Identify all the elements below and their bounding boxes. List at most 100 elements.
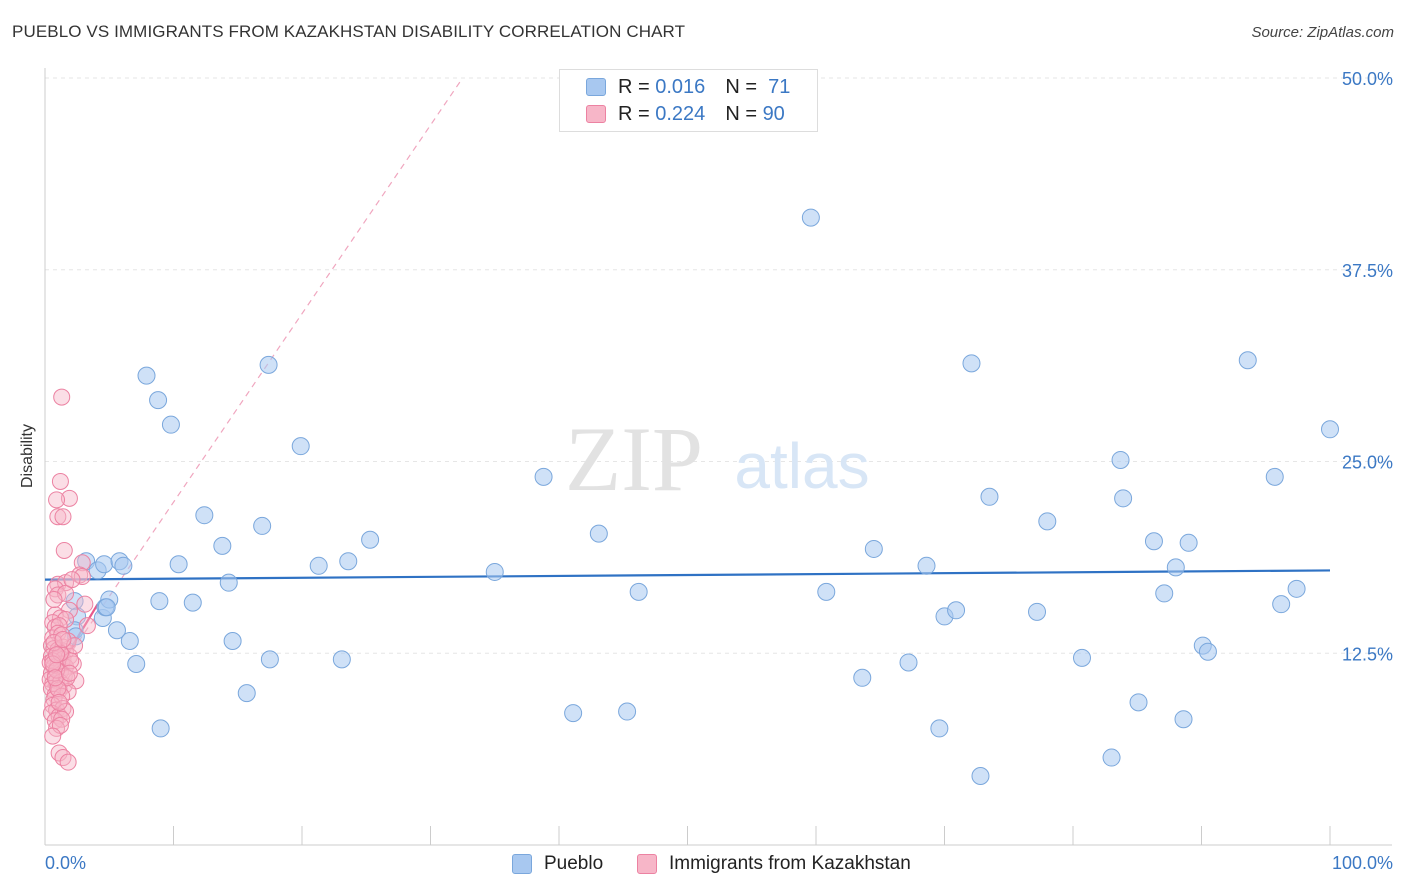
tick-labels: 12.5% 25.0% 37.5% 50.0% 0.0% 100.0%: [45, 69, 1393, 873]
point-pueblo: [195, 506, 214, 525]
point-pueblo: [161, 415, 180, 434]
point-pueblo: [930, 719, 949, 738]
point-pueblo: [149, 391, 168, 410]
point-kazakhstan: [51, 472, 69, 490]
point-pueblo: [485, 562, 504, 581]
point-kazakhstan: [54, 630, 72, 648]
point-pueblo: [962, 354, 981, 373]
point-kazakhstan: [73, 568, 91, 586]
series-kazakhstan-points: [41, 388, 96, 771]
point-pueblo: [980, 487, 999, 506]
point-pueblo: [253, 516, 272, 535]
x-tick-label: 0.0%: [45, 853, 86, 873]
point-pueblo: [1129, 693, 1148, 712]
bottom-legend-kazakhstan: Immigrants from Kazakhstan: [637, 852, 911, 876]
point-pueblo: [237, 684, 256, 703]
point-pueblo: [1174, 710, 1193, 729]
bottom-legend-label-pueblo: Pueblo: [544, 853, 604, 874]
point-pueblo: [1265, 467, 1284, 486]
point-pueblo: [1155, 584, 1174, 603]
legend-r-value-kazakhstan: 0.224: [655, 102, 706, 125]
point-pueblo: [917, 556, 936, 575]
point-pueblo: [1238, 351, 1257, 370]
point-pueblo: [1272, 595, 1291, 614]
point-pueblo: [97, 598, 116, 617]
point-kazakhstan: [44, 727, 62, 745]
point-pueblo: [127, 654, 146, 673]
point-pueblo: [1321, 420, 1339, 439]
bottom-legend-swatch-kazakhstan: [637, 854, 657, 874]
y-tick-label: 12.5%: [1342, 644, 1393, 664]
point-kazakhstan: [48, 491, 66, 509]
point-kazakhstan: [78, 617, 96, 635]
point-kazakhstan: [48, 646, 66, 664]
legend-n-value-pueblo: 71: [768, 75, 791, 98]
x-tick-label: 100.0%: [1332, 853, 1393, 873]
point-kazakhstan: [59, 753, 77, 771]
point-pueblo: [1028, 602, 1047, 621]
point-pueblo: [1166, 558, 1185, 577]
bottom-legend-label-kazakhstan: Immigrants from Kazakhstan: [669, 853, 911, 874]
point-pueblo: [260, 650, 279, 669]
point-pueblo: [971, 766, 990, 785]
grid-lines: [45, 77, 1392, 654]
legend-n-label: N =: [725, 102, 757, 125]
point-pueblo: [1114, 489, 1133, 508]
point-pueblo: [801, 208, 820, 227]
point-kazakhstan: [63, 571, 81, 589]
point-kazakhstan: [64, 655, 82, 673]
point-pueblo: [853, 668, 872, 687]
point-kazakhstan: [49, 508, 67, 526]
trend-lines: [44, 77, 1331, 688]
point-kazakhstan: [49, 680, 67, 698]
legend-n-value-kazakhstan: 90: [762, 102, 785, 125]
legend-swatch-pueblo: [586, 78, 606, 96]
axes: [44, 68, 1392, 846]
trend-line-kazakhstan-extended: [47, 77, 464, 688]
point-pueblo: [899, 653, 918, 672]
watermark: ZIP atlas: [565, 408, 870, 510]
legend-n-label: N =: [725, 75, 757, 98]
bottom-legend-pueblo: Pueblo: [512, 852, 603, 876]
point-pueblo: [1102, 748, 1121, 767]
point-pueblo: [1072, 648, 1091, 667]
point-pueblo: [120, 631, 139, 650]
legend-r-label: R =: [618, 75, 650, 98]
legend-row-pueblo: R = 0.016 N = 71: [586, 75, 790, 99]
source-note: Source: ZipAtlas.com: [1251, 24, 1394, 41]
point-pueblo: [629, 582, 648, 601]
point-pueblo: [66, 627, 85, 646]
legend-swatch-kazakhstan: [586, 105, 606, 123]
chart-title: PUEBLO VS IMMIGRANTS FROM KAZAKHSTAN DIS…: [12, 22, 686, 41]
point-pueblo: [95, 555, 114, 574]
point-kazakhstan: [60, 489, 78, 507]
point-pueblo: [309, 556, 328, 575]
series-pueblo-points: [65, 208, 1339, 785]
point-kazakhstan: [46, 669, 64, 687]
point-pueblo: [534, 467, 553, 486]
point-pueblo: [339, 552, 358, 571]
point-pueblo: [150, 592, 169, 611]
point-kazakhstan: [50, 693, 68, 711]
point-pueblo: [114, 556, 133, 575]
y-tick-label: 50.0%: [1342, 69, 1393, 89]
point-pueblo: [1111, 450, 1130, 469]
y-tick-label: 37.5%: [1342, 261, 1393, 281]
point-pueblo: [361, 530, 380, 549]
legend-row-kazakhstan: R = 0.224 N = 90: [586, 102, 785, 126]
point-pueblo: [291, 437, 310, 456]
point-pueblo: [183, 593, 202, 612]
point-pueblo: [564, 704, 583, 723]
point-kazakhstan: [54, 749, 72, 767]
point-pueblo: [107, 621, 126, 640]
legend-r-value-pueblo: 0.016: [655, 75, 706, 98]
y-tick-label: 25.0%: [1342, 453, 1393, 473]
point-pueblo: [332, 650, 351, 669]
point-kazakhstan: [55, 541, 73, 559]
point-pueblo: [618, 702, 637, 721]
point-pueblo: [1179, 533, 1198, 552]
point-pueblo: [213, 536, 232, 555]
point-pueblo: [589, 524, 608, 543]
bottom-legend-swatch-pueblo: [512, 854, 532, 874]
